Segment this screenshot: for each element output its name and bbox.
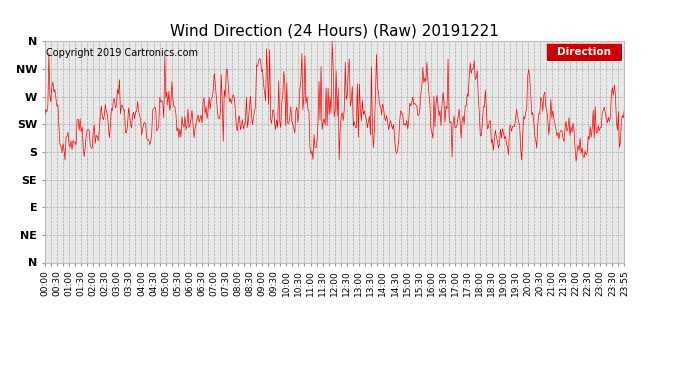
Title: Wind Direction (24 Hours) (Raw) 20191221: Wind Direction (24 Hours) (Raw) 20191221 — [170, 24, 499, 39]
Text: Copyright 2019 Cartronics.com: Copyright 2019 Cartronics.com — [46, 48, 198, 58]
